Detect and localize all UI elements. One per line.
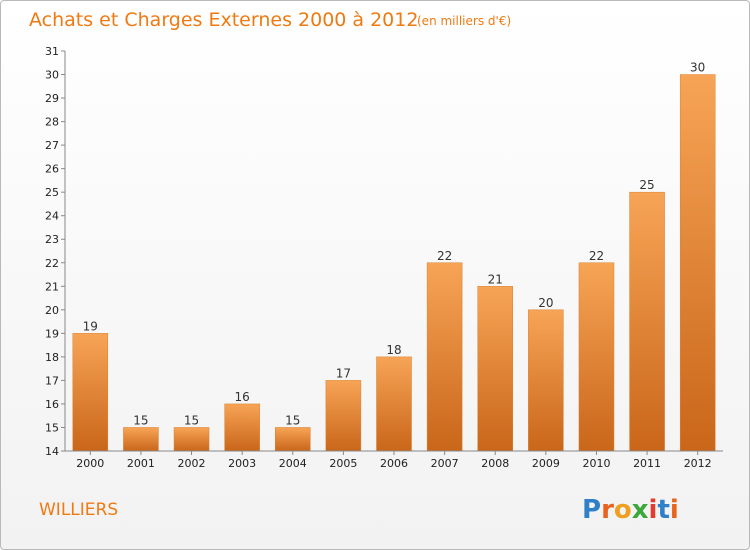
x-tick-label: 2001: [127, 457, 155, 470]
commune-name: WILLIERS: [39, 500, 118, 520]
y-tick-label: 17: [45, 374, 59, 387]
y-tick-label: 23: [45, 233, 59, 246]
bar: [528, 309, 564, 452]
bar-value-label: 15: [184, 413, 199, 427]
y-tick-label: 18: [45, 351, 59, 364]
y-tick-label: 30: [45, 69, 59, 82]
bar-value-label: 20: [538, 296, 553, 310]
x-tick-label: 2008: [481, 457, 509, 470]
y-tick-label: 22: [45, 257, 59, 270]
x-tick-label: 2009: [532, 457, 560, 470]
bar-value-label: 25: [639, 178, 654, 192]
bar: [72, 333, 109, 452]
logo-letter: i: [649, 495, 658, 525]
x-axis: 2000 2001 2002 2003 2004 2005 2006 2007 2008 2009…: [65, 450, 723, 470]
logo-letter: t: [657, 495, 669, 525]
bar: [376, 356, 412, 452]
chart-title: Achats et Charges Externes 2000 à 2012: [29, 9, 418, 31]
y-tick-label: 29: [45, 92, 59, 105]
bar-value-label: 30: [690, 61, 705, 75]
x-tick-label: 2011: [633, 457, 661, 470]
y-tick-label: 25: [45, 186, 59, 199]
y-axis: 14 15 16 17 18 19 20 21 22 23 24 25 26 27 28 29 30 31: [45, 45, 66, 458]
x-tick-label: 2007: [431, 457, 459, 470]
bar: [123, 427, 159, 452]
bar-value-label: 17: [336, 366, 351, 380]
bar: [426, 262, 463, 452]
x-tick-label: 2010: [582, 457, 610, 470]
bar: [275, 427, 311, 452]
bar: [477, 286, 513, 452]
logo-letter: i: [670, 495, 679, 525]
x-tick-label: 2003: [228, 457, 256, 470]
y-tick-label: 24: [45, 210, 59, 223]
y-tick-label: 27: [45, 139, 59, 152]
y-tick-label: 14: [45, 445, 59, 458]
x-tick-label: 2006: [380, 457, 408, 470]
bar-value-label: 22: [437, 249, 452, 263]
logo-letter: o: [614, 495, 632, 525]
bar: [224, 403, 260, 452]
logo-letter: x: [632, 495, 649, 525]
y-tick-label: 20: [45, 304, 59, 317]
y-tick-label: 26: [45, 163, 59, 176]
y-tick-label: 19: [45, 327, 59, 340]
bar-value-label: 22: [589, 249, 604, 263]
y-tick-label: 31: [45, 45, 59, 58]
y-tick-label: 16: [45, 398, 59, 411]
bar: [578, 262, 615, 452]
x-tick-label: 2012: [684, 457, 712, 470]
x-tick-label: 2002: [178, 457, 206, 470]
logo-letter: P: [582, 495, 601, 525]
bar-value-label: 16: [235, 390, 250, 404]
x-tick-label: 2005: [329, 457, 357, 470]
y-tick-label: 21: [45, 280, 59, 293]
bar-value-label: 15: [133, 413, 148, 427]
bar: [173, 427, 210, 452]
bar-value-label: 15: [285, 413, 300, 427]
proxiti-logo: Proxiti: [582, 495, 679, 525]
bar-value-label: 19: [83, 319, 98, 333]
logo-letter: r: [601, 495, 614, 525]
bar-value-label: 18: [386, 343, 401, 357]
x-tick-label: 2000: [76, 457, 104, 470]
bars: 19 15 15 16 15 17 18 22 21 20 22 25 30: [72, 61, 716, 452]
bar-value-label: 21: [488, 272, 503, 286]
y-tick-label: 15: [45, 421, 59, 434]
chart-subtitle: (en milliers d'€): [417, 14, 511, 28]
y-tick-label: 28: [45, 116, 59, 129]
bar: [679, 74, 716, 452]
x-tick-label: 2004: [279, 457, 307, 470]
bar: [325, 380, 362, 452]
bar: [629, 191, 665, 452]
